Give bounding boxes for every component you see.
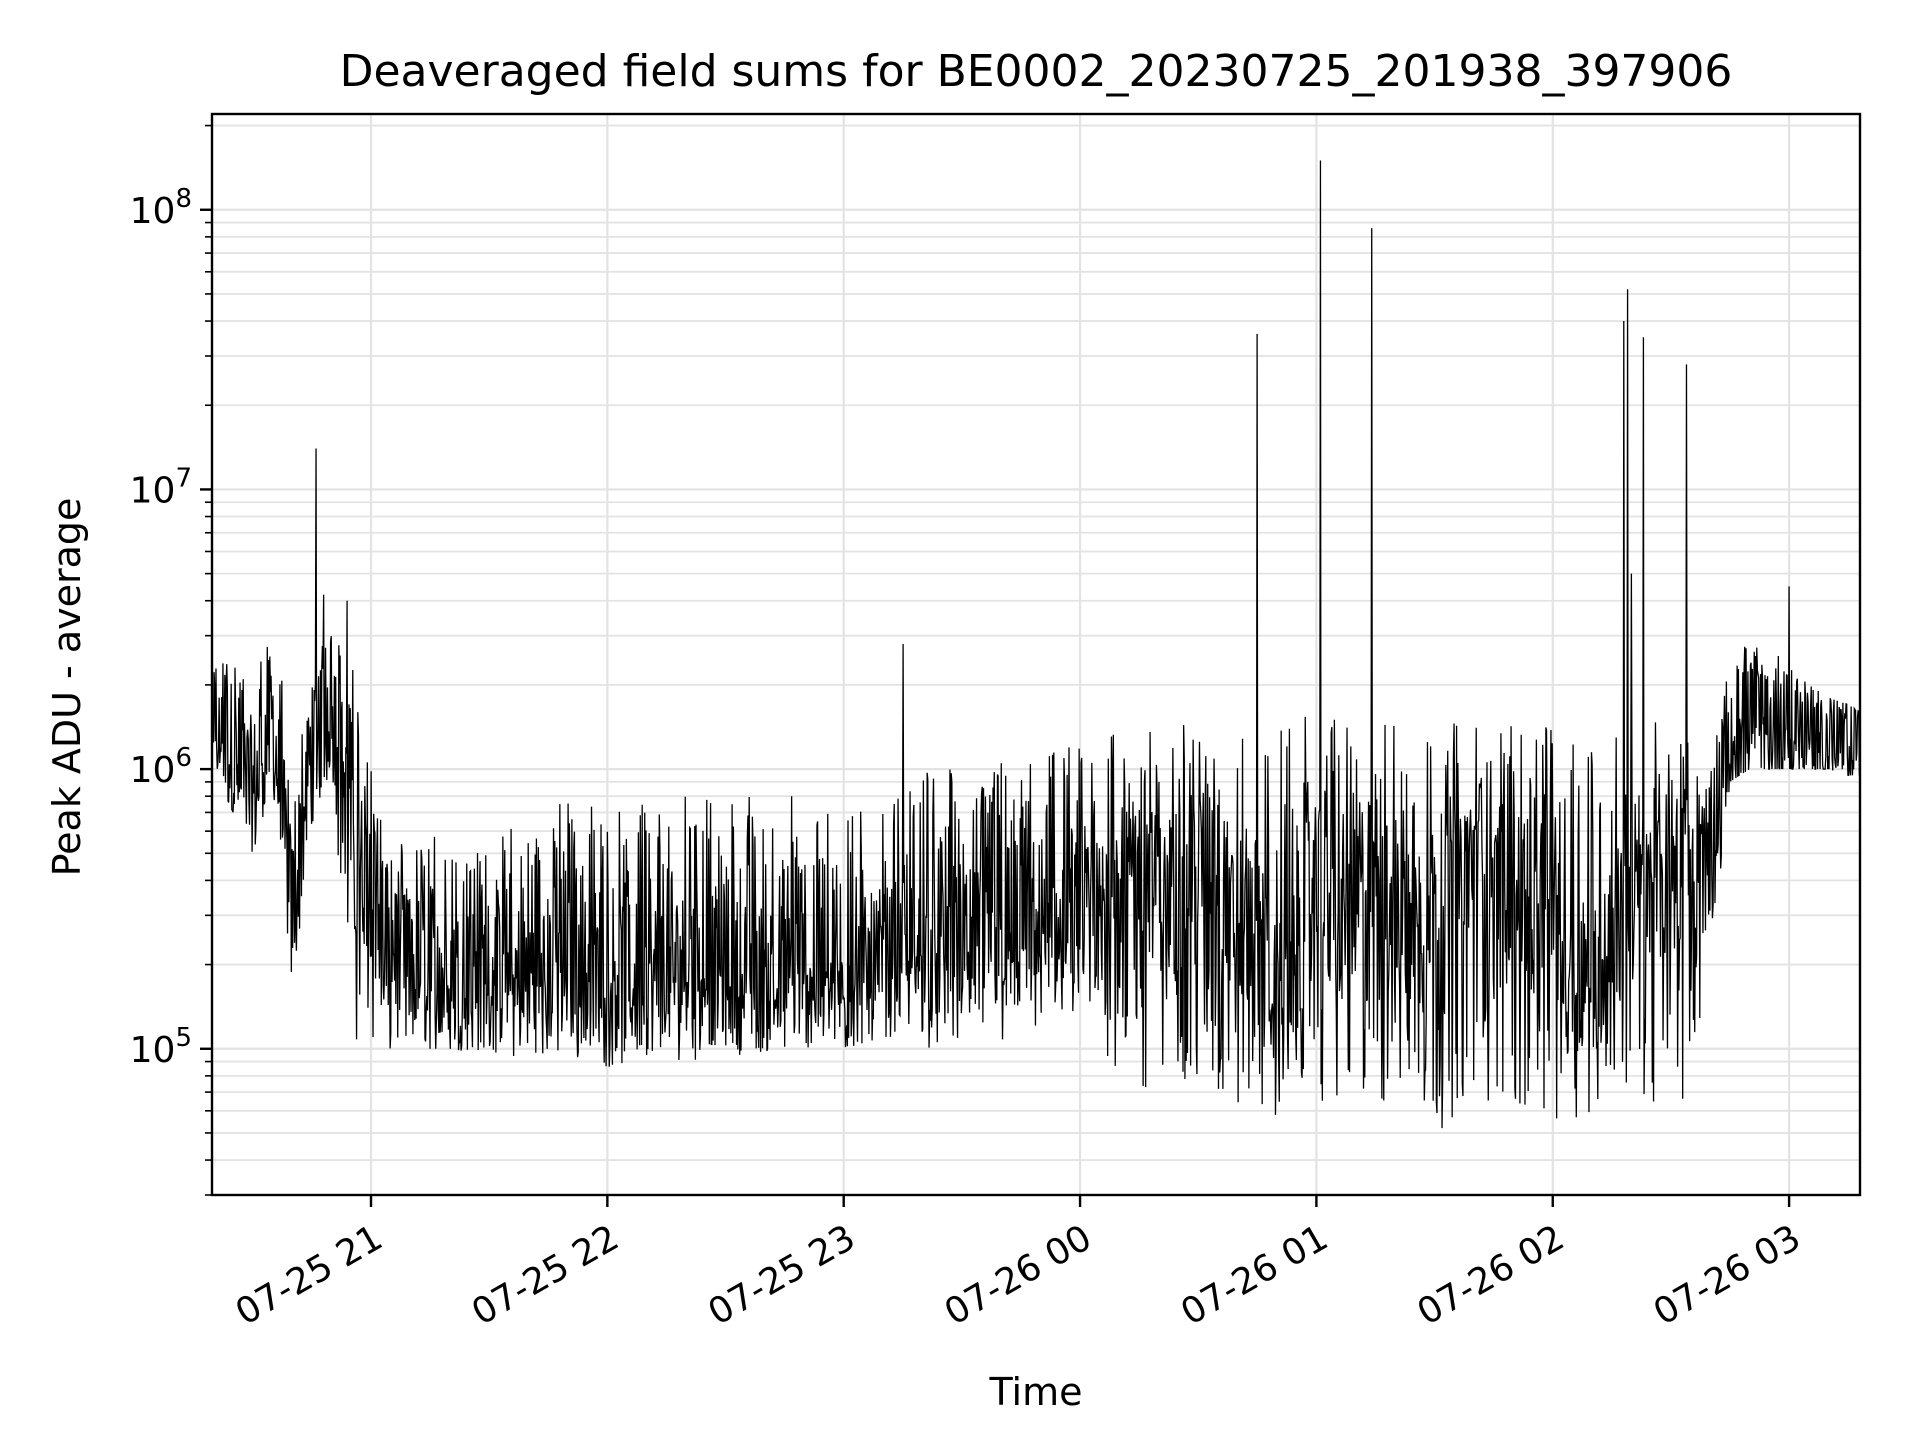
x-axis-label: Time — [989, 1370, 1083, 1414]
plot-frame — [210, 112, 1862, 1197]
series-line — [212, 160, 1861, 1129]
data-layer — [212, 160, 1861, 1129]
y-tick-label: 106 — [130, 743, 192, 791]
y-tick-label: 105 — [130, 1023, 192, 1071]
y-tick-label: 108 — [130, 184, 192, 232]
y-axis-label: Peak ADU - average — [45, 498, 89, 877]
y-axis: 105 106 107 108 — [130, 124, 212, 1196]
chart-title: Deaveraged field sums for BE0002_2023072… — [340, 46, 1733, 97]
y-tick-label: 107 — [130, 463, 192, 511]
